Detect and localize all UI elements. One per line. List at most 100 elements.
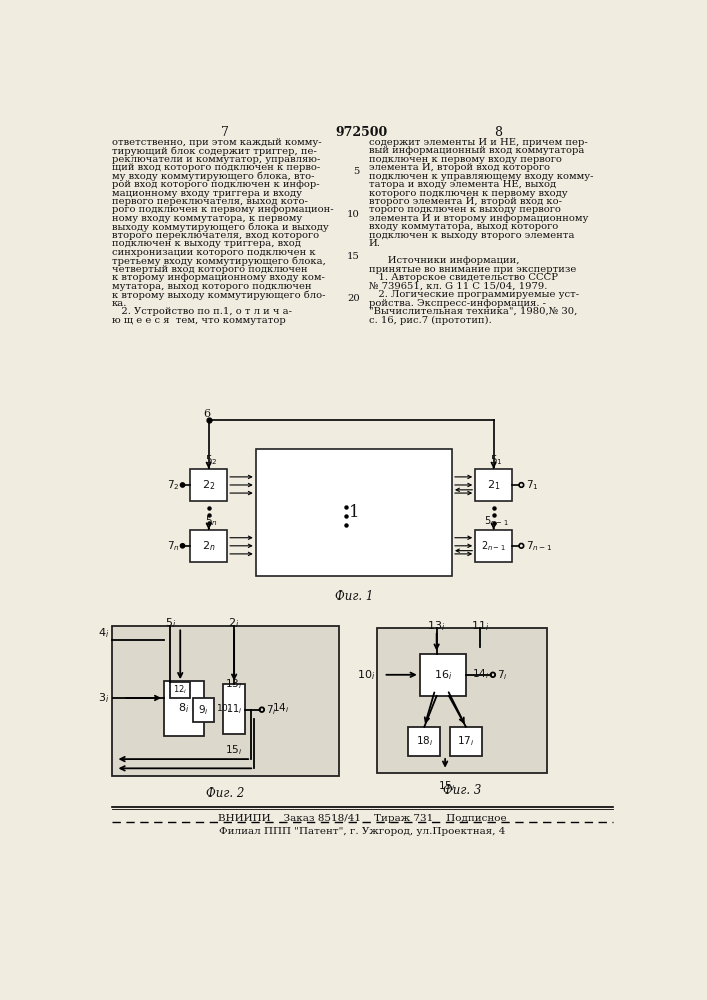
Text: подключен к управляющему входу комму-: подключен к управляющему входу комму- bbox=[369, 172, 593, 181]
Text: татора и входу элемента НЕ, выход: татора и входу элемента НЕ, выход bbox=[369, 180, 556, 189]
Text: $15_i$: $15_i$ bbox=[226, 743, 243, 757]
Text: к второму выходу коммутирующего бло-: к второму выходу коммутирующего бло- bbox=[112, 290, 325, 300]
Text: $14_i$: $14_i$ bbox=[272, 701, 289, 715]
Text: элемента И, второй вход которого: элемента И, второй вход которого bbox=[369, 163, 550, 172]
Text: 6: 6 bbox=[203, 409, 210, 419]
Text: 5: 5 bbox=[354, 167, 360, 176]
Text: $5_i$: $5_i$ bbox=[165, 617, 176, 630]
Text: $16_i$: $16_i$ bbox=[433, 668, 452, 682]
Text: И.: И. bbox=[369, 239, 381, 248]
Text: $3_i$: $3_i$ bbox=[98, 691, 110, 705]
Text: входу коммутатора, выход которого: входу коммутатора, выход которого bbox=[369, 222, 558, 231]
Text: 20: 20 bbox=[347, 294, 360, 303]
Bar bbox=[170, 682, 190, 698]
Text: четвертый вход которого подключен: четвертый вход которого подключен bbox=[112, 265, 308, 274]
Text: подключен к первому входу первого: подключен к первому входу первого bbox=[369, 155, 562, 164]
Text: Фиг. 1: Фиг. 1 bbox=[334, 590, 373, 603]
Text: 15: 15 bbox=[346, 252, 360, 261]
Text: Филиал ППП "Патент", г. Ужгород, ул.Проектная, 4: Филиал ППП "Патент", г. Ужгород, ул.Прое… bbox=[218, 827, 505, 836]
Text: ю щ е е с я  тем, что коммутатор: ю щ е е с я тем, что коммутатор bbox=[112, 316, 286, 325]
Text: торого подключен к выходу первого: торого подключен к выходу первого bbox=[369, 205, 561, 214]
Text: $10_i$: $10_i$ bbox=[216, 702, 231, 715]
Text: $2_{n-1}$: $2_{n-1}$ bbox=[481, 539, 506, 553]
Text: Фиг. 3: Фиг. 3 bbox=[443, 784, 481, 797]
Text: $14_i$: $14_i$ bbox=[472, 667, 489, 681]
Text: 2. Устройство по п.1, о т л и ч а-: 2. Устройство по п.1, о т л и ч а- bbox=[112, 307, 292, 316]
Text: № 739651, кл. G 11 С 15/04, 1979.: № 739651, кл. G 11 С 15/04, 1979. bbox=[369, 282, 547, 291]
Bar bbox=[164, 681, 204, 736]
Text: $11_i$: $11_i$ bbox=[471, 619, 489, 633]
Text: му входу коммутирующего блока, вто-: му входу коммутирующего блока, вто- bbox=[112, 172, 314, 181]
Text: $9_i$: $9_i$ bbox=[198, 703, 209, 717]
Bar bbox=[408, 727, 440, 756]
Text: $11_i$: $11_i$ bbox=[226, 702, 243, 716]
Text: мационному входу триггера и входу: мационному входу триггера и входу bbox=[112, 189, 302, 198]
Text: ройства. Экспресс-информация. -: ройства. Экспресс-информация. - bbox=[369, 299, 546, 308]
Text: ответственно, при этом каждый комму-: ответственно, при этом каждый комму- bbox=[112, 138, 321, 147]
Bar bbox=[112, 626, 339, 776]
Bar bbox=[475, 469, 512, 501]
Text: содержит элементы И и НЕ, причем пер-: содержит элементы И и НЕ, причем пер- bbox=[369, 138, 588, 147]
Text: к второму информационному входу ком-: к второму информационному входу ком- bbox=[112, 273, 325, 282]
Text: $2_1$: $2_1$ bbox=[487, 478, 501, 492]
Text: которого подключен к первому входу: которого подключен к первому входу bbox=[369, 189, 568, 198]
Text: $2_i$: $2_i$ bbox=[228, 617, 240, 630]
Text: $7_2$: $7_2$ bbox=[167, 478, 180, 492]
Text: $7_n$: $7_n$ bbox=[167, 539, 180, 553]
Text: с. 16, рис.7 (прототип).: с. 16, рис.7 (прототип). bbox=[369, 316, 491, 325]
Text: 972500: 972500 bbox=[336, 126, 388, 139]
Text: $18_i$: $18_i$ bbox=[416, 734, 433, 748]
Text: тирующий блок содержит триггер, пе-: тирующий блок содержит триггер, пе- bbox=[112, 146, 317, 156]
Text: первого переключателя, выход кото-: первого переключателя, выход кото- bbox=[112, 197, 308, 206]
Text: $5_{n-1}$: $5_{n-1}$ bbox=[484, 514, 508, 528]
Text: "Вычислительная техника", 1980,№ 30,: "Вычислительная техника", 1980,№ 30, bbox=[369, 307, 577, 316]
Bar bbox=[420, 654, 466, 696]
Text: 1. Авторское свидетельство СССР: 1. Авторское свидетельство СССР bbox=[369, 273, 558, 282]
Text: 10: 10 bbox=[346, 210, 360, 219]
Circle shape bbox=[180, 544, 185, 548]
Text: $5_1$: $5_1$ bbox=[489, 453, 502, 467]
Text: $12_i$: $12_i$ bbox=[173, 684, 187, 696]
Text: реключатели и коммутатор, управляю-: реключатели и коммутатор, управляю- bbox=[112, 155, 320, 164]
Text: $15_i$: $15_i$ bbox=[438, 779, 455, 793]
Text: вый информационный вход коммутатора: вый информационный вход коммутатора bbox=[369, 146, 584, 155]
Text: щий вход которого подключен к перво-: щий вход которого подключен к перво- bbox=[112, 163, 320, 172]
Text: 1: 1 bbox=[349, 504, 359, 521]
Text: 8: 8 bbox=[494, 126, 502, 139]
Text: $4_i$: $4_i$ bbox=[98, 627, 110, 640]
Text: подключен к выходу триггера, вход: подключен к выходу триггера, вход bbox=[112, 239, 300, 248]
Bar bbox=[190, 530, 227, 562]
Text: третьему входу коммутирующего блока,: третьему входу коммутирующего блока, bbox=[112, 256, 326, 266]
Text: ному входу коммутатора, к первому: ному входу коммутатора, к первому bbox=[112, 214, 302, 223]
Text: $7_{n-1}$: $7_{n-1}$ bbox=[526, 539, 552, 553]
Text: Источники информации,: Источники информации, bbox=[369, 256, 520, 265]
Text: мутатора, выход которого подключен: мутатора, выход которого подключен bbox=[112, 282, 311, 291]
Bar bbox=[192, 698, 214, 722]
Text: $7_i$: $7_i$ bbox=[498, 668, 508, 682]
Text: Фиг. 2: Фиг. 2 bbox=[206, 787, 245, 800]
Text: $10_i$: $10_i$ bbox=[356, 668, 375, 682]
Text: $5_2$: $5_2$ bbox=[205, 453, 217, 467]
Text: $17_i$: $17_i$ bbox=[457, 734, 474, 748]
Bar bbox=[475, 530, 512, 562]
Bar bbox=[190, 469, 227, 501]
Text: принятые во внимание при экспертизе: принятые во внимание при экспертизе bbox=[369, 265, 576, 274]
Text: $13_i$: $13_i$ bbox=[428, 619, 446, 633]
Text: $2_n$: $2_n$ bbox=[202, 539, 216, 553]
Text: $2_2$: $2_2$ bbox=[202, 478, 216, 492]
Text: $5_n$: $5_n$ bbox=[204, 514, 218, 528]
Bar bbox=[450, 727, 482, 756]
Text: ка.: ка. bbox=[112, 299, 127, 308]
Text: 7: 7 bbox=[221, 126, 229, 139]
Text: $7_1$: $7_1$ bbox=[526, 478, 539, 492]
Text: рой вход которого подключен к инфор-: рой вход которого подключен к инфор- bbox=[112, 180, 320, 189]
Text: 2. Логические программируемые уст-: 2. Логические программируемые уст- bbox=[369, 290, 579, 299]
Bar bbox=[223, 684, 245, 734]
Text: $8_i$: $8_i$ bbox=[178, 701, 189, 715]
Text: подключен к выходу второго элемента: подключен к выходу второго элемента bbox=[369, 231, 574, 240]
Text: $7_i$: $7_i$ bbox=[267, 703, 277, 717]
Text: синхронизации которого подключен к: синхронизации которого подключен к bbox=[112, 248, 315, 257]
Text: $13_i$: $13_i$ bbox=[226, 677, 243, 691]
Text: второго переключателя, вход которого: второго переключателя, вход которого bbox=[112, 231, 319, 240]
Text: рого подключен к первому информацион-: рого подключен к первому информацион- bbox=[112, 205, 333, 214]
